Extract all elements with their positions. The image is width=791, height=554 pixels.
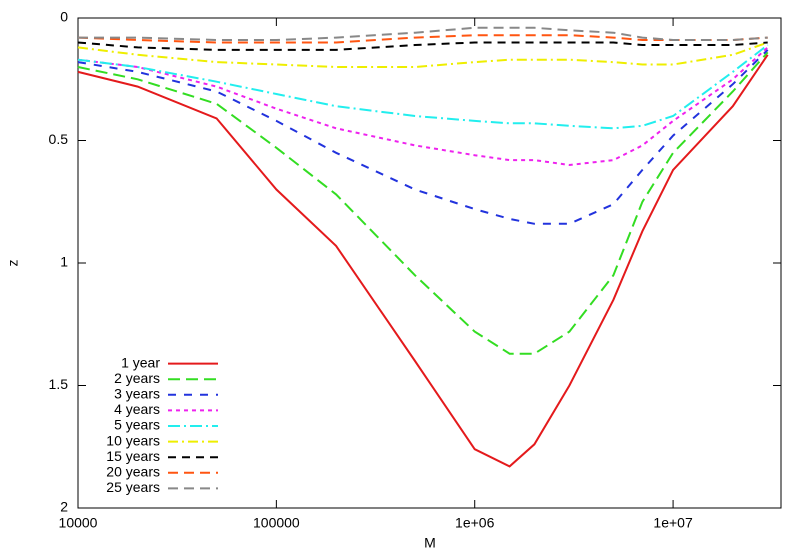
series-line	[77, 54, 769, 468]
legend-label: 10 years	[106, 432, 160, 448]
y-axis-label: z	[5, 260, 21, 267]
x-tick-label: 100000	[253, 515, 300, 531]
series-line	[78, 26, 768, 41]
legend-label: 3 years	[114, 386, 160, 402]
legend-label: 25 years	[106, 479, 160, 495]
x-tick-label: 10000	[59, 515, 98, 531]
legend-label: 20 years	[106, 464, 160, 480]
series-line	[77, 41, 768, 51]
x-tick-label: 1e+06	[455, 515, 495, 531]
y-tick-label: 0	[60, 9, 68, 25]
series-line	[77, 51, 769, 355]
legend-label: 2 years	[114, 370, 160, 386]
legend-label: 15 years	[106, 448, 160, 464]
series-line	[77, 46, 769, 167]
y-tick-label: 1.5	[49, 376, 69, 392]
legend-label: 1 year	[121, 354, 160, 370]
plot-frame	[77, 17, 782, 509]
y-tick-label: 2	[60, 499, 68, 515]
y-tick-label: 0.5	[49, 131, 69, 147]
legend-label: 4 years	[114, 401, 160, 417]
series-line	[77, 49, 769, 225]
series-line	[77, 41, 769, 68]
x-axis-label: M	[424, 535, 436, 551]
legend-label: 5 years	[114, 417, 160, 433]
y-tick-label: 1	[60, 254, 68, 270]
series-line	[77, 44, 769, 130]
x-tick-label: 1e+07	[653, 515, 693, 531]
